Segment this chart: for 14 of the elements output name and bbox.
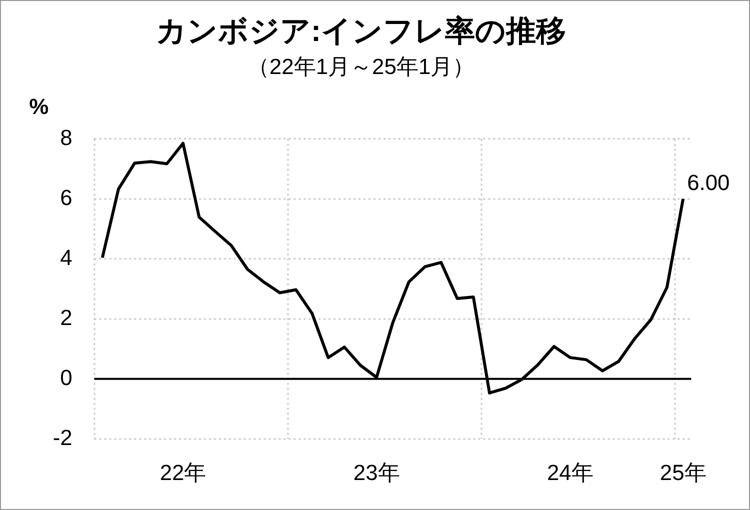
y-axis-title: % <box>29 94 49 120</box>
y-tick-label: 4 <box>60 244 72 270</box>
y-tick-label: -2 <box>52 424 72 450</box>
y-tick-label: 6 <box>60 184 72 210</box>
y-tick-label: 2 <box>60 304 72 330</box>
y-tick-label: 0 <box>60 364 72 390</box>
y-tick-label: 8 <box>60 124 72 150</box>
x-tick-label: 22年 <box>160 460 206 485</box>
data-label: 6.00 <box>687 170 730 195</box>
x-tick-label: 25年 <box>660 460 706 485</box>
x-tick-label: 23年 <box>353 460 400 485</box>
x-tick-label: 24年 <box>546 460 594 485</box>
chart-title: カンボジア:インフレ率の推移 <box>156 14 566 48</box>
chart-subtitle: （22年1月～25年1月） <box>247 54 475 79</box>
